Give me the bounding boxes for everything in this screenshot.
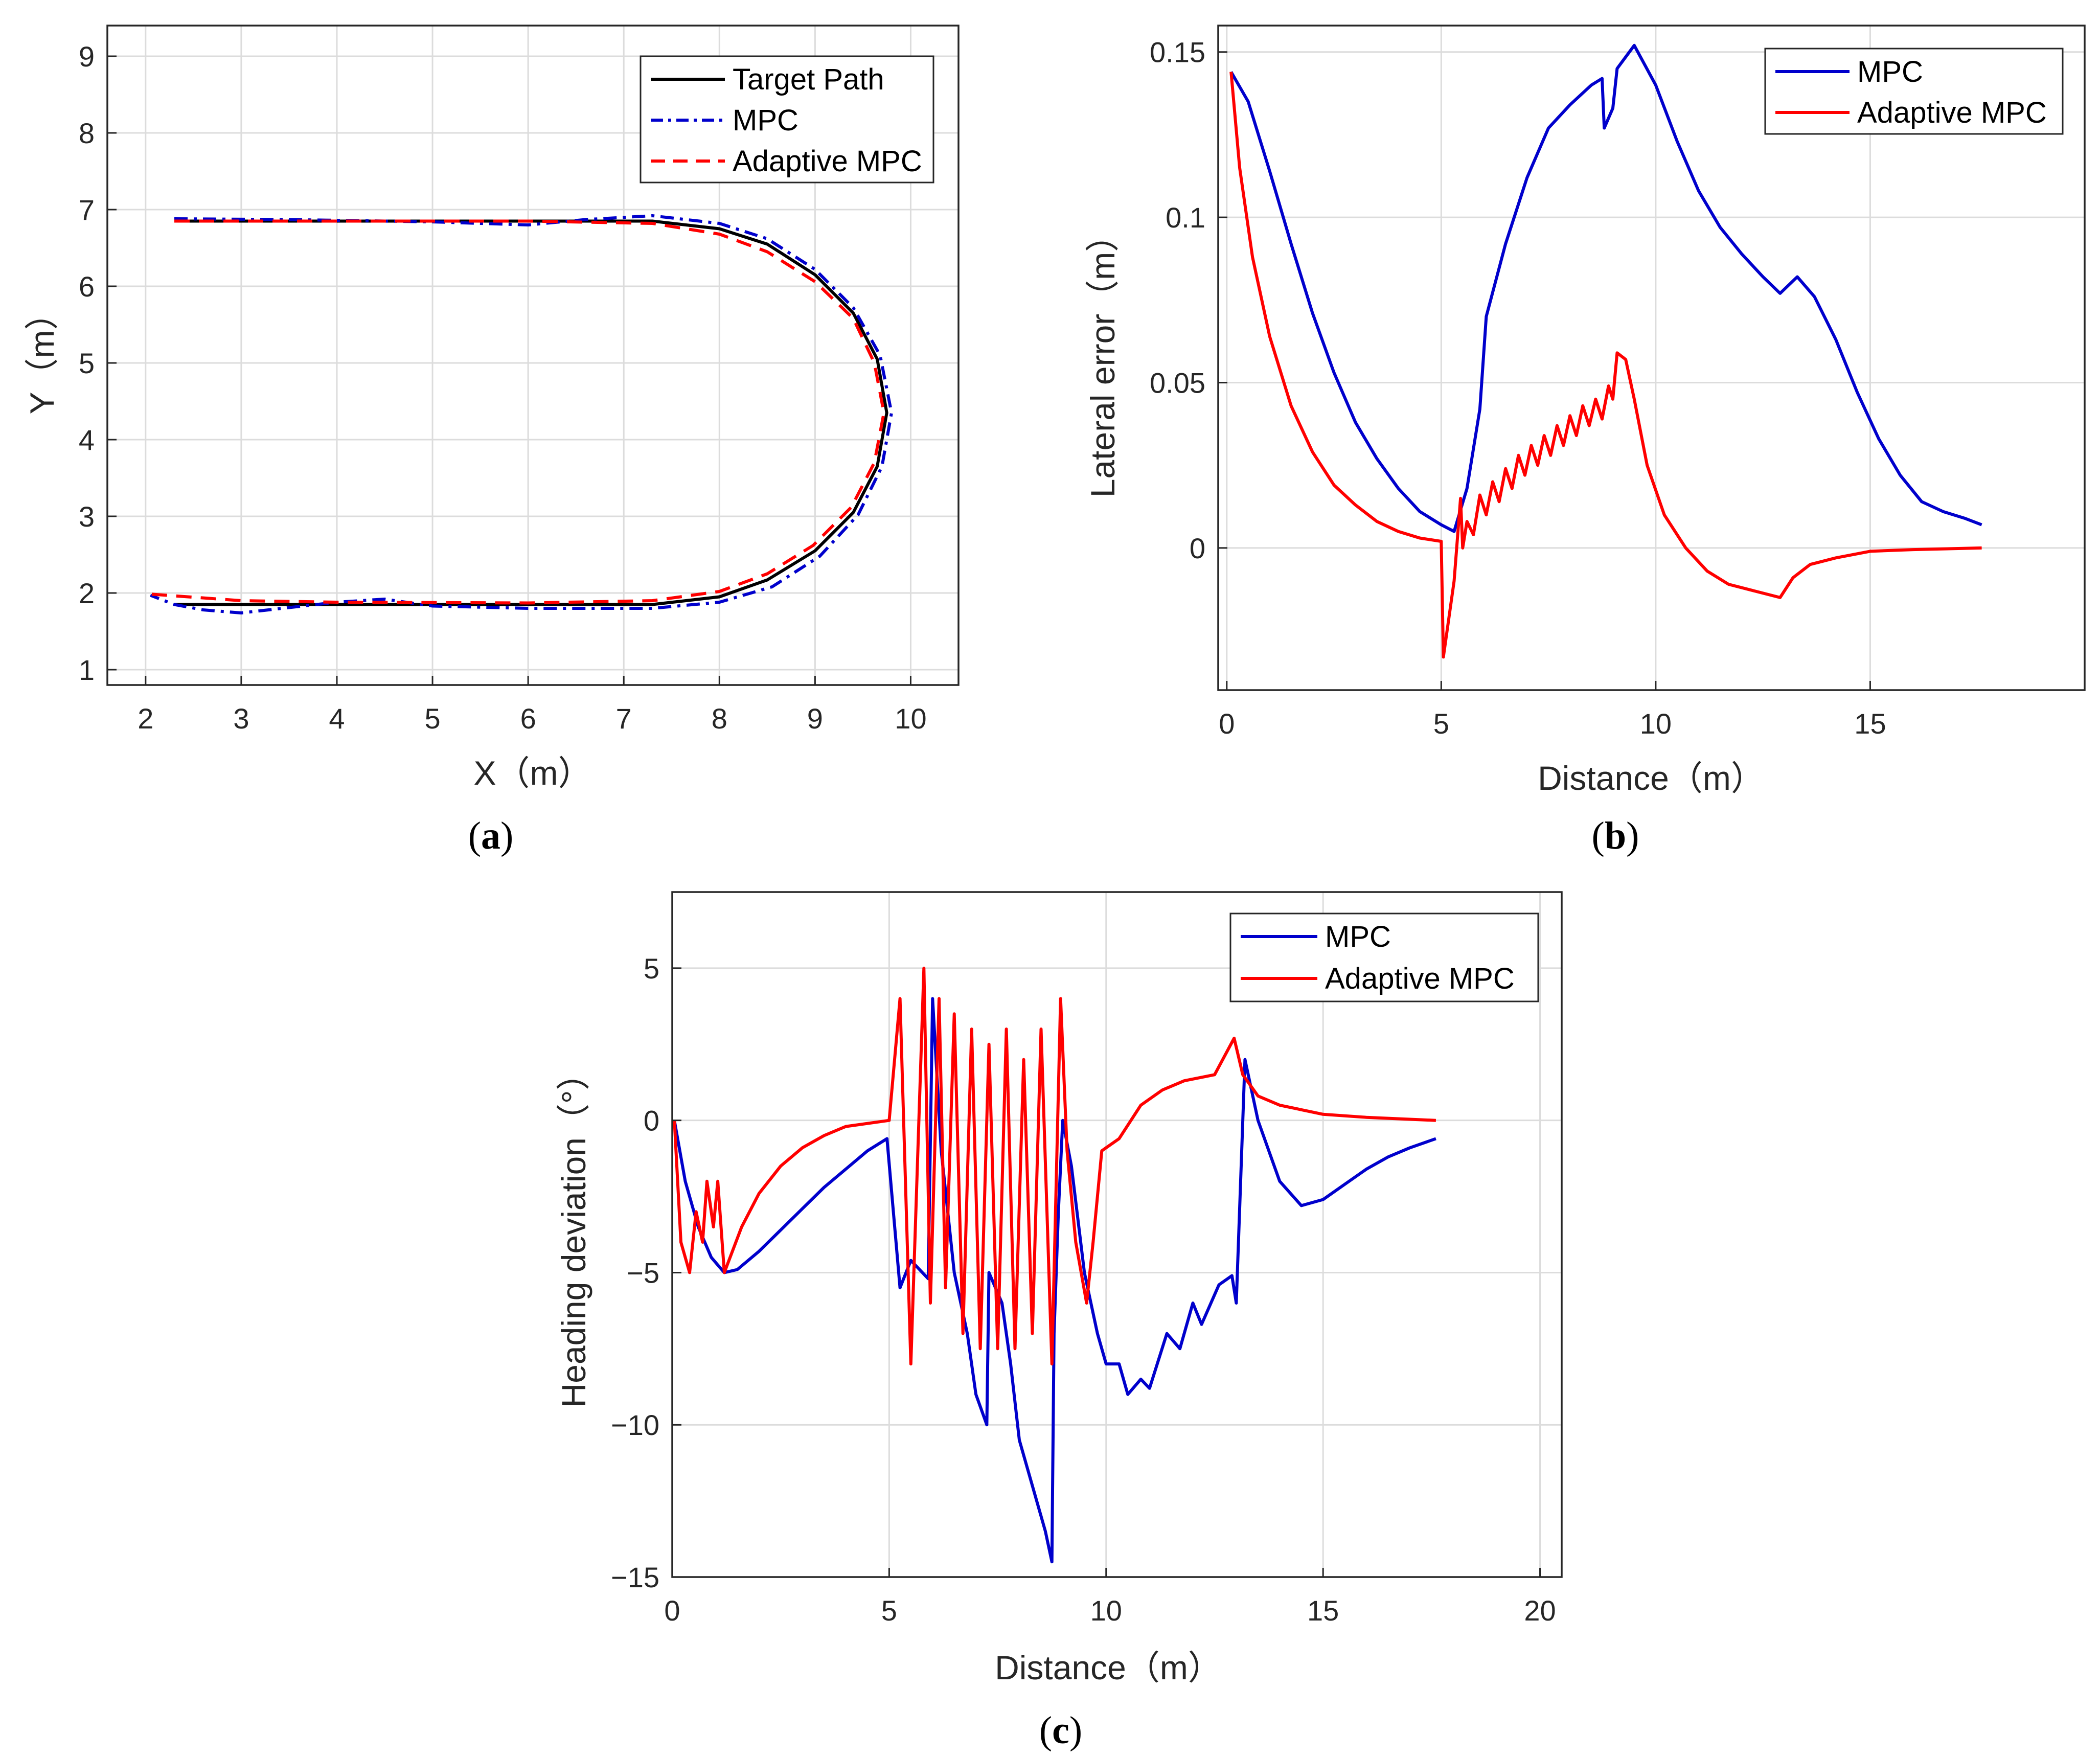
panel-b-y-label: Lateral error（m） (1084, 218, 1122, 497)
panel-c-xtick-label: 5 (881, 1594, 897, 1627)
panel-b-caption: (b) (1592, 814, 1639, 857)
panel-a-caption-letter: a (481, 814, 500, 857)
panel-a-axes-frame (106, 25, 960, 686)
panel-c-ytick-label: −10 (611, 1409, 659, 1441)
panel-b-series (1229, 43, 1982, 659)
panel-c-heading-deviation-chart: 0 5 10 15 20 −15 −10 −5 0 5 Distance（m） Heading d… (555, 891, 1563, 1752)
panel-a-legend-adaptive: Adaptive MPC (733, 145, 922, 178)
panel-b-legend-adaptive: Adaptive MPC (1857, 96, 2047, 129)
panel-b-series-mpc (1229, 43, 1982, 533)
panel-a-xtick-label: 7 (616, 702, 632, 735)
panel-a-ytick-label: 2 (79, 577, 95, 609)
panel-a-series (145, 214, 893, 614)
panel-c-legend-box (1229, 912, 1539, 1002)
panel-a-xtick-label: 10 (895, 702, 926, 735)
panel-a-xtick-label: 5 (424, 702, 440, 735)
panel-c-xtick-label: 0 (664, 1594, 680, 1627)
panel-a-ytick-label: 4 (79, 424, 95, 456)
panel-c-ytick-label: −5 (627, 1257, 659, 1289)
panel-b-xtick-label: 5 (1433, 708, 1449, 740)
panel-b-xtick-label: 10 (1640, 708, 1672, 740)
panel-a-xtick-label: 8 (712, 702, 727, 735)
panel-a-ytick-label: 8 (79, 117, 95, 149)
panel-c-ticks: 0 5 10 15 20 −15 −10 −5 0 5 (611, 952, 1556, 1627)
panel-c-ytick-label: 5 (644, 952, 659, 985)
panel-a-xtick-label: 3 (233, 702, 249, 735)
panel-a-ytick-label: 9 (79, 40, 95, 73)
panel-c-series-adaptive-mpc (673, 966, 1436, 1366)
panel-a-xtick-label: 4 (329, 702, 345, 735)
panel-a-legend-mpc: MPC (733, 104, 798, 137)
panel-c-y-label: Heading deviation（°） (555, 1057, 592, 1408)
panel-a-legend-target: Target Path (733, 63, 884, 96)
panel-a-series-adaptive-mpc (145, 219, 886, 605)
panel-b-xtick-label: 15 (1854, 708, 1886, 740)
panel-b-caption-letter: b (1605, 814, 1626, 857)
panel-b-x-label: Distance（m） (1538, 759, 1765, 797)
panel-b-ytick-label: 0 (1190, 532, 1205, 564)
panel-a-xtick-label: 2 (138, 702, 153, 735)
panel-b-axes-frame (1217, 25, 2086, 691)
panel-a-ytick-label: 6 (79, 270, 95, 303)
panel-c-legend-mpc: MPC (1325, 920, 1391, 953)
panel-c-series (673, 966, 1436, 1564)
panel-b-ticks: 0 5 10 15 0 0.05 0.1 0.15 (1150, 36, 1886, 740)
panel-a-series-target-path (174, 219, 888, 606)
panel-c-xtick-label: 20 (1524, 1594, 1556, 1627)
panel-a-ticks: 2 3 4 5 6 7 8 9 10 1 2 3 4 5 6 7 8 9 (79, 40, 927, 735)
panel-b-ytick-label: 0.15 (1150, 36, 1205, 69)
panel-b-lateral-error-chart: 0 5 10 15 0 0.05 0.1 0.15 Distance（m） Lateral e… (1084, 25, 2086, 857)
panel-c-ytick-label: −15 (611, 1561, 659, 1593)
panel-a-ytick-label: 1 (79, 654, 95, 686)
panel-c-xtick-label: 15 (1307, 1594, 1339, 1627)
panel-a-ytick-label: 5 (79, 347, 95, 379)
panel-a-xtick-label: 9 (807, 702, 823, 735)
panel-a-legend-box (640, 55, 934, 184)
panel-a-x-label: X（m） (474, 754, 592, 792)
panel-c-ytick-label: 0 (644, 1105, 659, 1137)
panel-c-caption-letter: c (1052, 1709, 1069, 1752)
panel-a-y-label: Y（m） (23, 296, 61, 415)
panel-c-legend: MPC Adaptive MPC (1229, 912, 1539, 1002)
panel-a-ytick-label: 7 (79, 194, 95, 226)
panel-c-xtick-label: 10 (1090, 1594, 1122, 1627)
panel-b-legend: MPC Adaptive MPC (1764, 48, 2064, 135)
panel-a-xtick-label: 6 (520, 702, 536, 735)
panel-a-legend: Target Path MPC Adaptive MPC (640, 55, 934, 184)
panel-a-caption: (a) (468, 814, 514, 857)
panel-c-axes-frame (671, 891, 1563, 1578)
panel-c-series-mpc (673, 997, 1436, 1564)
panel-b-legend-mpc: MPC (1857, 55, 1923, 88)
panel-c-legend-adaptive: Adaptive MPC (1325, 962, 1515, 995)
panel-b-ytick-label: 0.05 (1150, 367, 1205, 399)
panel-b-legend-box (1764, 48, 2064, 135)
panel-b-xtick-label: 0 (1219, 708, 1235, 740)
panel-a-ytick-label: 3 (79, 500, 95, 533)
panel-c-x-label: Distance（m） (995, 1649, 1222, 1686)
panel-b-series-adaptive-mpc (1229, 72, 1982, 659)
panel-b-ytick-label: 0.1 (1166, 201, 1205, 234)
panel-c-caption: (c) (1039, 1709, 1082, 1752)
panel-a-series-mpc (150, 214, 893, 614)
panel-a-grid (107, 26, 958, 685)
